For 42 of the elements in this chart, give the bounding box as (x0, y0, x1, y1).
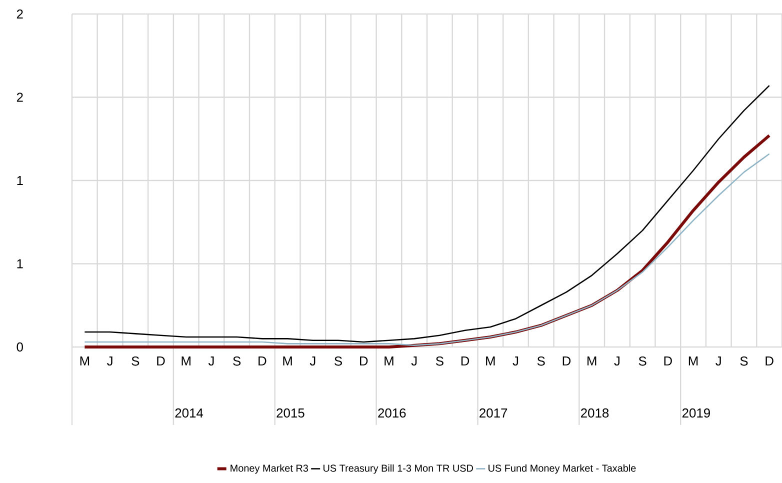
x-tick-label: M (486, 356, 495, 366)
text: 2016 (378, 408, 406, 418)
x-tick-label: S (334, 356, 342, 366)
x-tick-label: M (182, 356, 190, 366)
text: 2014 (175, 408, 204, 418)
x-tick-label: M (283, 356, 292, 366)
x-tick-label: M (587, 356, 596, 366)
x-tick-label: D (562, 356, 571, 366)
x-tick-label: D (258, 356, 266, 366)
text: 2019 (682, 408, 710, 418)
x-tick-label: J (512, 356, 518, 366)
text: 2018 (581, 408, 609, 418)
x-tick-label: J (614, 356, 620, 366)
x-tick-label: D (766, 356, 774, 366)
x-tick-label: D (461, 356, 470, 366)
x-tick-label: S (638, 356, 646, 366)
y-tick-label: 2 (16, 92, 23, 102)
x-tick-label: M (80, 356, 90, 366)
x-tick-label: J (107, 356, 112, 366)
x-tick-label: J (208, 356, 214, 366)
text: 2015 (276, 408, 304, 418)
legend-label: US Treasury Bill 1-3 Mon TR USD (324, 464, 473, 474)
legend-label: US Fund Money Market - Taxable (488, 464, 636, 474)
x-tick-label: J (411, 356, 417, 366)
x-tick-label: S (537, 356, 545, 366)
y-tick-label: 2 (16, 9, 23, 19)
x-tick-label: S (233, 356, 241, 366)
y-tick-label: 1 (17, 176, 23, 185)
x-tick-label: D (157, 356, 165, 366)
x-tick-label: S (132, 356, 140, 366)
x-tick-label: J (716, 356, 721, 366)
x-tick-label: S (436, 356, 444, 366)
x-tick-label: M (688, 356, 698, 366)
text: 2017 (480, 408, 508, 418)
x-tick-label: D (664, 356, 672, 366)
x-tick-label: S (740, 356, 748, 366)
x-tick-label: M (384, 356, 394, 366)
x-tick-label: D (360, 356, 368, 366)
legend-label: Money Market R3 (230, 464, 308, 474)
x-tick-label: J (310, 356, 316, 366)
y-tick-label: 1 (17, 259, 23, 268)
y-tick-label: 0 (16, 342, 23, 352)
